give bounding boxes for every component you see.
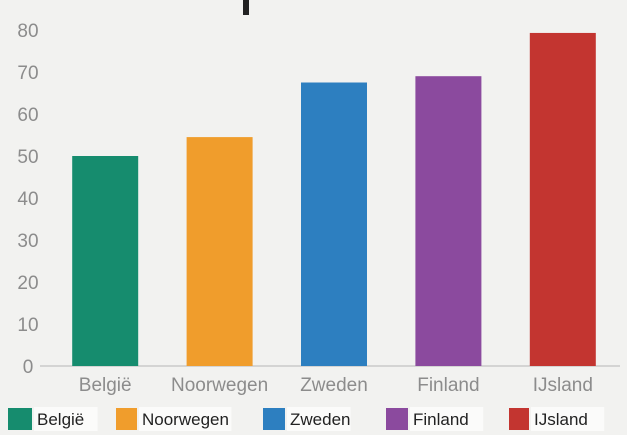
y-tick-label: 10 (17, 315, 38, 336)
legend-label-background (531, 407, 605, 431)
legend-label-background (139, 407, 232, 431)
top-marker (243, 0, 249, 15)
x-tick-label: Noorwegen (171, 375, 268, 396)
legend-label: Noorwegen (142, 410, 229, 429)
legend-entry: Zweden (263, 407, 351, 431)
bar-belgië (72, 156, 139, 366)
legend-entry: Noorwegen (116, 407, 232, 431)
legend-label-background (410, 407, 484, 431)
legend-swatch (8, 408, 32, 430)
legend-label: België (37, 410, 84, 429)
x-tick-label: Zweden (300, 375, 368, 396)
legend-label-background (34, 407, 98, 431)
y-tick-label: 80 (17, 21, 38, 42)
legend-label: Zweden (290, 410, 350, 429)
y-tick-label: 60 (17, 105, 38, 126)
y-tick-label: 70 (17, 63, 38, 84)
y-tick-label: 50 (17, 147, 38, 168)
y-tick-label: 0 (23, 357, 34, 378)
legend-swatch (263, 408, 285, 430)
bar-noorwegen (186, 137, 253, 366)
legend: België Noorwegen Zweden Finland IJsland (8, 407, 605, 431)
legend-swatch (116, 408, 137, 430)
bar-ijsland (529, 32, 596, 366)
legend-label-background (287, 407, 351, 431)
legend-swatch (386, 408, 408, 430)
y-tick-label: 30 (17, 231, 38, 252)
legend-label: IJsland (534, 410, 588, 429)
bar-zweden (301, 82, 367, 366)
x-tick-label: Finland (417, 375, 479, 396)
x-tick-label: België (79, 375, 132, 396)
legend-label: Finland (413, 410, 469, 429)
legend-entry: Finland (386, 407, 484, 431)
x-tick-label: IJsland (533, 375, 593, 396)
legend-swatch (509, 408, 529, 430)
bar-layer (72, 32, 596, 366)
y-tick-label: 20 (17, 273, 38, 294)
bar-finland (415, 76, 482, 366)
legend-entry: België (8, 407, 98, 431)
category-label-layer: België Noorwegen Zweden Finland IJsland (79, 375, 593, 396)
y-tick-label: 40 (17, 189, 38, 210)
legend-entry: IJsland (509, 407, 605, 431)
